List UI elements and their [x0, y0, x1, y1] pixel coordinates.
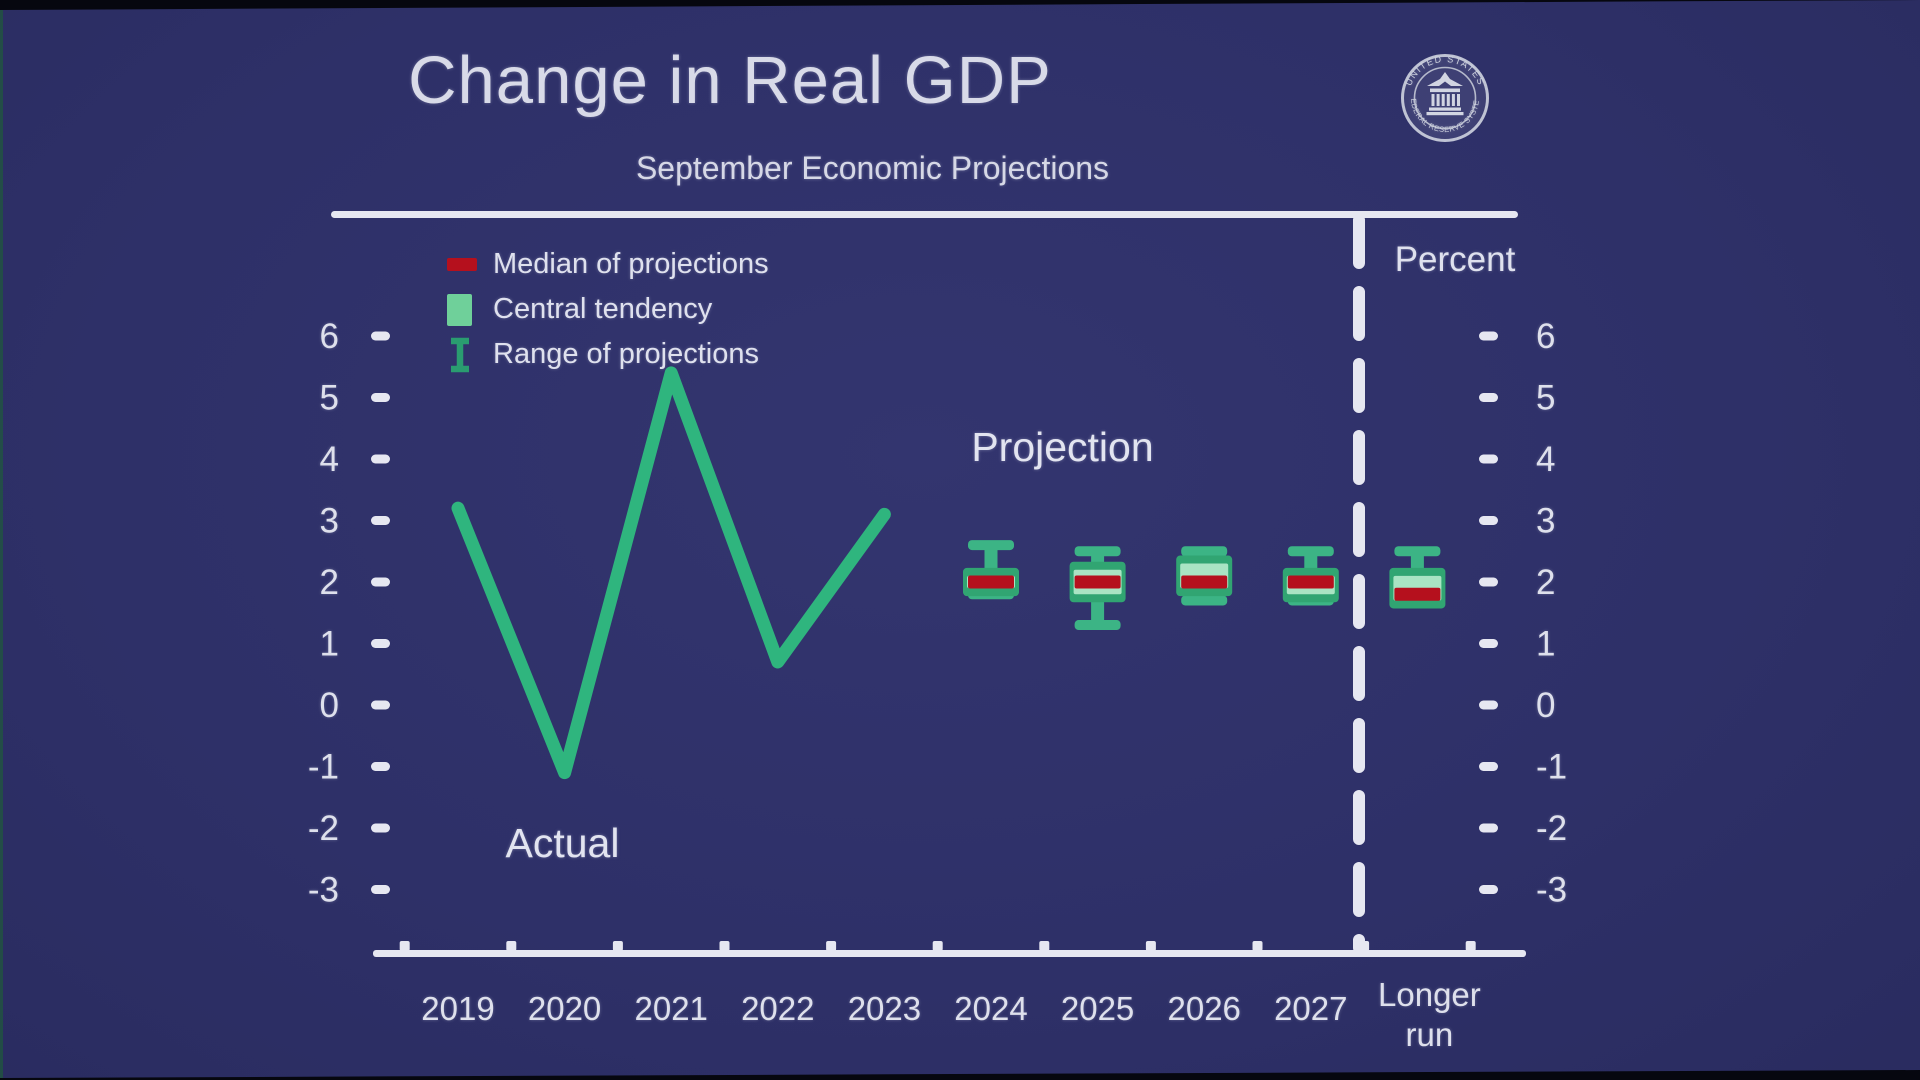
y-tick-left [371, 885, 390, 894]
median-bar [1181, 575, 1228, 589]
y-tick-label-right: -2 [1536, 809, 1567, 848]
central-tendency-icon [447, 293, 481, 326]
y-tick-label-left: -2 [308, 809, 339, 848]
y-tick-left [371, 823, 390, 833]
actual-annotation: Actual [505, 820, 620, 866]
y-axis-unit-label: Percent [1394, 240, 1516, 279]
legend-label-median: Median of projections [493, 248, 769, 280]
x-category-label: 2026 [1167, 990, 1240, 1027]
y-tick-left [371, 393, 390, 402]
x-category-label: 2023 [848, 990, 921, 1027]
x-category-label: 2025 [1061, 990, 1134, 1027]
legend-label-central-tendency: Central tendency [493, 293, 713, 325]
y-tick-label-left: -1 [308, 748, 339, 787]
range-cap-top [1181, 546, 1228, 557]
y-tick-left [371, 762, 390, 771]
x-category-label: 2027 [1274, 990, 1347, 1027]
median-bar [1287, 575, 1334, 589]
y-tick-label-left: 2 [320, 563, 339, 602]
seal-eagle-building-emblem [1426, 72, 1464, 116]
x-category-label: 2020 [528, 990, 601, 1027]
y-tick-label-right: 4 [1536, 440, 1555, 479]
y-tick-label-left: -3 [308, 871, 339, 910]
x-tick [1359, 941, 1370, 951]
y-tick-label-left: 1 [320, 625, 339, 664]
y-tick-label-right: 6 [1536, 317, 1555, 356]
y-tick-left [371, 516, 390, 525]
generated-chart-content: 6 6 5 5 4 4 3 3 2 2 1 1 0 0 -1 -1 -2 -2 -3 -3 2019 2020 2021 20… [308, 317, 1567, 1053]
y-tick-right [1479, 577, 1498, 587]
y-tick-left [371, 577, 390, 587]
x-axis-line [373, 950, 1526, 957]
x-category-label: Longer run [1378, 976, 1481, 1053]
x-category-label: 2021 [634, 990, 707, 1027]
federal-reserve-seal: UNITED STATES FEDERAL RESERVE SYSTEM [1399, 52, 1489, 142]
page-title: Change in Real GDP [408, 43, 1052, 118]
y-tick-right [1479, 393, 1498, 402]
x-tick [1145, 941, 1156, 951]
page-subtitle: September Economic Projections [635, 150, 1110, 186]
range-cap-bottom [1181, 595, 1228, 606]
y-tick-label-right: 2 [1536, 563, 1555, 602]
y-tick-left [371, 639, 390, 648]
legend-label-range: Range of projections [493, 338, 759, 370]
y-tick-right [1479, 454, 1498, 464]
y-tick-right [1479, 639, 1498, 648]
x-tick [399, 941, 410, 951]
legend: Median of projections Central tendency R… [447, 242, 769, 377]
range-cap-bottom [1074, 620, 1121, 631]
y-tick-right [1479, 516, 1498, 525]
y-tick-right [1479, 331, 1498, 341]
y-tick-label-left: 3 [320, 502, 339, 541]
x-tick [506, 941, 517, 951]
x-tick [1252, 941, 1263, 951]
actual-gdp-line [451, 366, 891, 780]
legend-item-central-tendency: Central tendency [447, 287, 769, 332]
y-tick-right [1479, 823, 1498, 833]
legend-item-range: Range of projections [447, 332, 769, 377]
x-tick [1465, 941, 1476, 951]
median-bar [1074, 575, 1121, 589]
left-edge-artifact [0, 10, 3, 1078]
range-ibeam-icon [447, 337, 481, 373]
y-tick-right [1479, 885, 1498, 894]
y-tick-label-right: 0 [1536, 686, 1555, 725]
median-bar [1394, 587, 1441, 601]
y-tick-left [371, 700, 390, 710]
x-tick [826, 941, 837, 951]
x-tick [932, 941, 943, 951]
top-rule [331, 211, 1518, 218]
range-cap-top [1287, 546, 1334, 557]
range-cap-top [1394, 546, 1441, 557]
y-tick-label-left: 5 [320, 379, 339, 418]
x-category-label: 2022 [741, 990, 814, 1027]
y-tick-right [1479, 762, 1498, 771]
y-tick-label-right: 5 [1536, 379, 1555, 418]
y-tick-left [371, 331, 390, 341]
y-tick-label-left: 0 [320, 686, 339, 725]
y-tick-label-left: 6 [320, 317, 339, 356]
y-tick-label-right: 3 [1536, 502, 1555, 541]
x-category-label: 2019 [421, 990, 494, 1027]
range-cap-top [968, 540, 1014, 551]
legend-item-median: Median of projections [447, 242, 769, 287]
x-tick [612, 941, 623, 951]
y-tick-label-right: 1 [1536, 625, 1555, 664]
y-tick-label-right: -1 [1536, 748, 1567, 787]
x-tick [1039, 941, 1050, 951]
projection-annotation: Projection [971, 424, 1154, 470]
y-tick-label-right: -3 [1536, 871, 1567, 910]
y-tick-label-left: 4 [320, 440, 339, 479]
median-bar [968, 575, 1014, 589]
y-tick-left [371, 454, 390, 464]
x-tick [719, 941, 730, 951]
range-cap-top [1074, 546, 1121, 557]
y-tick-right [1479, 700, 1498, 710]
x-category-label: 2024 [954, 990, 1027, 1027]
median-bar-icon [447, 258, 481, 271]
